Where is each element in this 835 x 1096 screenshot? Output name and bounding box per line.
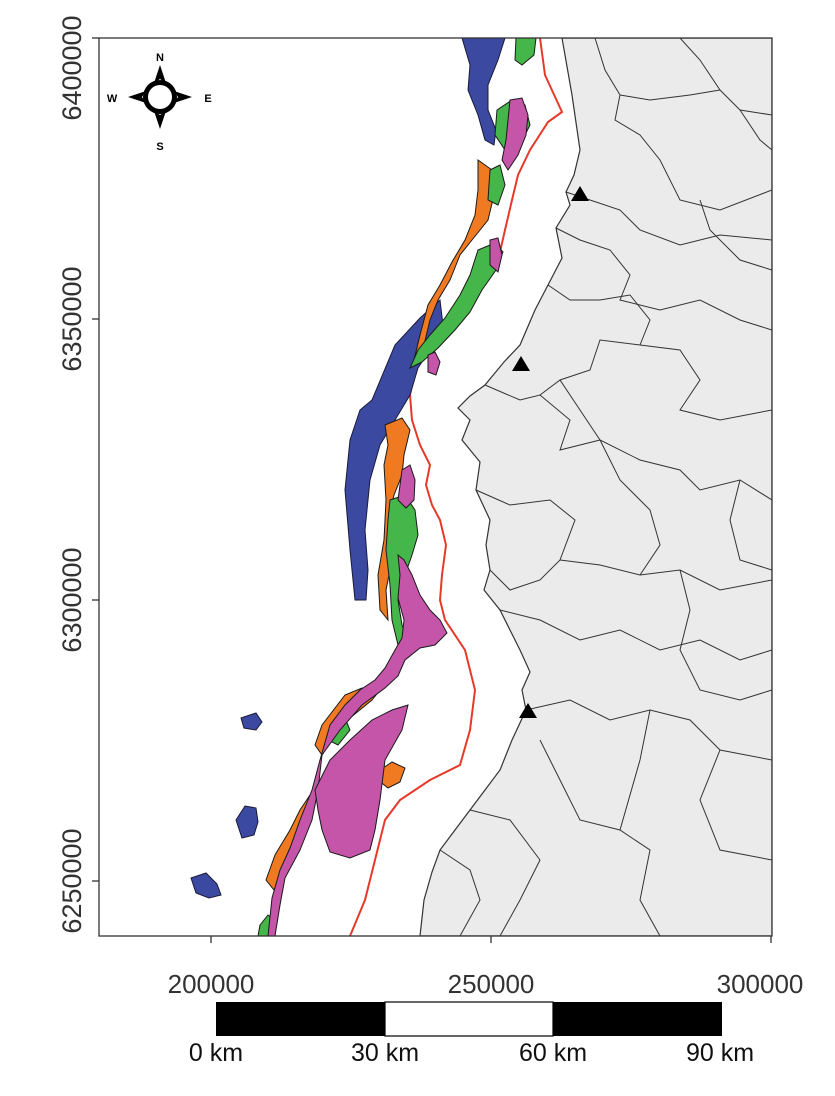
y-tick-label: 6350000 — [57, 266, 87, 371]
compass-south-label: S — [156, 141, 163, 153]
scale-label: 60 km — [519, 1039, 587, 1067]
y-tick-label: 6300000 — [57, 547, 87, 652]
map-area — [99, 38, 772, 936]
site-marker-north — [571, 186, 589, 201]
y-axis — [92, 37, 99, 882]
land-mass — [419, 38, 772, 936]
site-markers — [512, 186, 589, 718]
x-tick-label: 250000 — [448, 969, 535, 999]
scale-bar — [216, 1001, 722, 1037]
zone-blue — [190, 38, 506, 899]
compass-east-label: E — [204, 93, 211, 105]
y-tick-label: 6250000 — [57, 828, 87, 933]
zone-magenta — [267, 97, 529, 936]
compass-west-label: W — [107, 93, 118, 105]
compass-icon: N S W E — [107, 52, 212, 153]
site-marker-south — [519, 703, 537, 718]
y-tick-label: 6400000 — [57, 15, 87, 120]
x-tick-label: 300000 — [717, 969, 804, 999]
x-axis — [210, 936, 772, 943]
admin-boundaries — [439, 38, 772, 936]
x-tick-label: 200000 — [168, 969, 255, 999]
scale-label: 0 km — [189, 1039, 243, 1067]
site-marker-central — [512, 356, 530, 371]
map-frame — [98, 37, 773, 937]
offshore-contour-line — [349, 38, 564, 936]
scale-label: 90 km — [686, 1039, 754, 1067]
scale-label: 30 km — [351, 1039, 419, 1067]
compass-north-label: N — [156, 52, 164, 64]
